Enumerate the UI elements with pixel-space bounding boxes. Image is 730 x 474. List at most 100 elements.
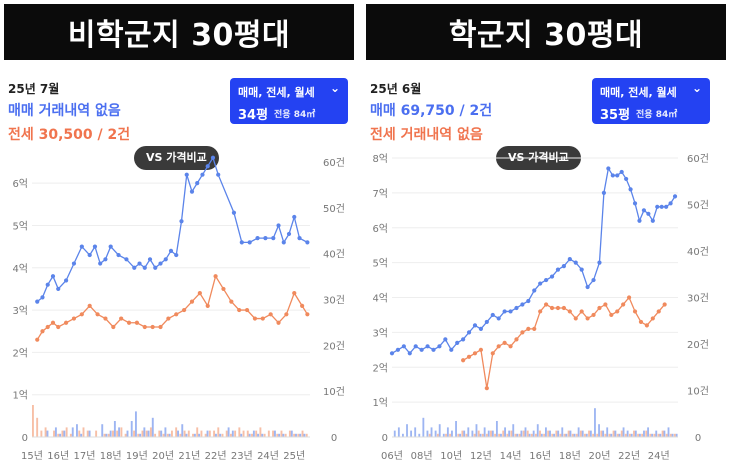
data-point-trade [132,265,137,270]
volume-bar-trade [261,433,264,437]
volume-bar-trade [569,430,572,437]
y-tick-left: 0 [22,433,28,444]
volume-bar-rent [213,430,216,437]
x-tick: 16년 [529,450,551,462]
volume-bar-rent [234,430,237,437]
data-point-rent [472,351,478,356]
y-tick-left: 4억 [372,293,388,305]
filter-dropdown[interactable]: 매매, 전세, 월세 ⌄ 34평 전용 84㎡ [230,78,348,124]
volume-bar-trade [71,427,74,437]
data-point-rent [237,307,242,313]
volume-bar-rent [107,433,110,437]
filter-size: 35평 [600,108,631,123]
volume-bar-trade [231,430,234,437]
volume-bar-trade [227,427,230,437]
data-point-trade [137,261,142,266]
volume-bar-rent [641,433,644,437]
volume-bar-trade [248,433,251,437]
volume-bar-rent [32,405,34,437]
volume-bar-rent [293,433,296,437]
data-point-rent [544,302,549,307]
volume-bar-trade [402,433,404,437]
data-point-trade [490,312,495,318]
data-point-trade [40,295,45,300]
volume-bar-trade [471,430,474,437]
volume-bar-trade [671,433,674,437]
volume-bar-rent [40,430,43,437]
volume-bar-rent [604,433,607,437]
compare-button[interactable]: VS 가격비교 [134,146,219,170]
volume-bar-trade [282,433,285,437]
data-point-trade [163,257,168,262]
volume-bar-trade [610,433,613,437]
volume-bar-trade [438,424,441,437]
volume-bar-rent [490,430,492,437]
panel-title: 학군지 30평대 [366,4,726,60]
x-tick: 21년 [178,450,200,462]
data-point-trade [124,257,129,262]
volume-bar-trade [76,424,78,437]
trade-summary: 매매 거래내역 없음 [8,103,121,119]
y-tick-left: 5억 [12,220,28,232]
period-label: 25년 7월 [8,82,60,96]
volume-bar-rent [502,430,505,437]
y-tick-left: 3억 [372,327,388,339]
volume-bar-rent [200,430,203,437]
filter-area: 전용 84㎡ [274,110,316,120]
data-point-trade [395,347,401,352]
volume-bar-trade [602,430,605,437]
volume-bar-rent [637,433,639,437]
volume-bar-trade [299,433,302,437]
volume-bar-rent [221,433,224,437]
volume-bar-rent [600,430,603,437]
data-point-trade [437,344,442,349]
data-point-trade [508,309,513,314]
x-tick: 22년 [205,450,227,462]
data-point-trade [561,264,566,269]
data-point-trade [419,347,424,352]
data-point-rent [166,316,171,321]
data-point-trade [579,267,584,272]
data-point-trade [189,189,195,194]
data-point-rent [119,316,124,321]
y-tick-left: 6억 [372,223,388,235]
data-point-trade [619,169,624,175]
volume-bar-rent [272,430,274,437]
volume-bar-trade [164,427,167,437]
x-tick: 22년 [618,450,640,462]
volume-bar-trade [512,424,515,437]
data-point-rent [615,309,620,314]
volume-bar-trade [257,433,260,437]
data-point-trade [478,326,484,331]
data-point-trade [174,252,179,258]
data-point-rent [650,316,655,321]
volume-bar-trade [295,433,297,437]
volume-bar-trade [581,430,584,437]
data-point-trade [263,236,268,241]
volume-bar-rent [141,430,144,437]
data-point-rent [205,303,210,308]
filter-dropdown[interactable]: 매매, 전세, 월세 ⌄ 35평 전용 84㎡ [592,78,710,124]
y-tick-left: 0 [382,433,388,444]
data-point-rent [284,312,289,317]
volume-bar-trade [290,430,293,437]
volume-bar-rent [616,433,619,437]
x-tick: 24년 [648,450,670,462]
volume-bar-trade [663,430,666,437]
volume-bar-trade [126,430,129,437]
volume-bar-trade [101,424,104,437]
data-point-rent [573,316,578,321]
y-tick-left: 5억 [372,258,388,270]
volume-bar-rent [246,430,249,437]
data-point-rent [45,324,50,330]
volume-bar-rent [522,430,525,437]
data-point-trade [79,244,84,249]
data-point-rent [174,312,179,317]
volume-bar-rent [481,433,484,437]
data-point-rent [478,347,484,352]
x-tick: 14년 [500,450,522,462]
volume-bar-rent [120,427,123,437]
volume-bar-rent [543,433,546,437]
data-point-rent [621,302,626,307]
volume-bar-trade [545,427,547,437]
